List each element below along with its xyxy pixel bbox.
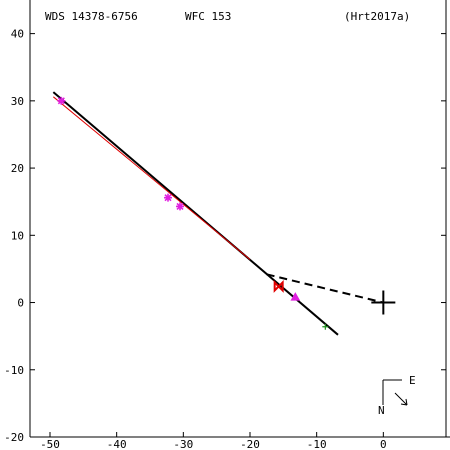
x-tick-label: -40 — [107, 438, 127, 450]
x-tick-label: 0 — [380, 438, 387, 450]
dashed-line — [266, 273, 384, 304]
header-reference: (Hrt2017a) — [344, 10, 411, 23]
y-tick-label: -20 — [4, 431, 24, 444]
y-tick-label: 0 — [17, 297, 24, 310]
header-wds-id: WDS 14378-6756 — [45, 10, 138, 23]
y-tick-label: 10 — [11, 229, 24, 242]
primary-star-cross — [371, 290, 396, 315]
asterisk-point — [57, 96, 66, 105]
data-marks — [57, 96, 396, 330]
bowtie-point — [273, 279, 284, 293]
y-tick-label: -10 — [4, 364, 24, 377]
fit-line — [53, 96, 251, 260]
asterisk-point — [176, 202, 184, 211]
x-tick-label: -50 — [40, 438, 60, 450]
plus-point — [322, 323, 329, 330]
axes: -20 -10 0 10 20 30 40 -50 -40 -30 -20 -10 0 — [4, 0, 450, 450]
asterisk-point — [164, 193, 172, 202]
compass-east-label: E — [409, 374, 416, 387]
compass-north-label: N — [378, 404, 385, 417]
x-tick-label: -10 — [307, 438, 327, 450]
triangle-point — [290, 292, 301, 301]
y-tick-label: 30 — [11, 95, 24, 108]
compass-indicator: E N — [378, 374, 416, 417]
x-tick-label: -20 — [240, 438, 260, 450]
header-discoverer: WFC 153 — [185, 10, 232, 23]
fit-lines — [52, 91, 384, 336]
motion-arrow — [394, 392, 408, 406]
y-tick-label: 40 — [11, 28, 24, 41]
motion-arrow-head — [400, 398, 408, 406]
y-tick-label: 20 — [11, 162, 24, 175]
fit-line — [52, 91, 339, 336]
x-tick-label: -30 — [173, 438, 193, 450]
